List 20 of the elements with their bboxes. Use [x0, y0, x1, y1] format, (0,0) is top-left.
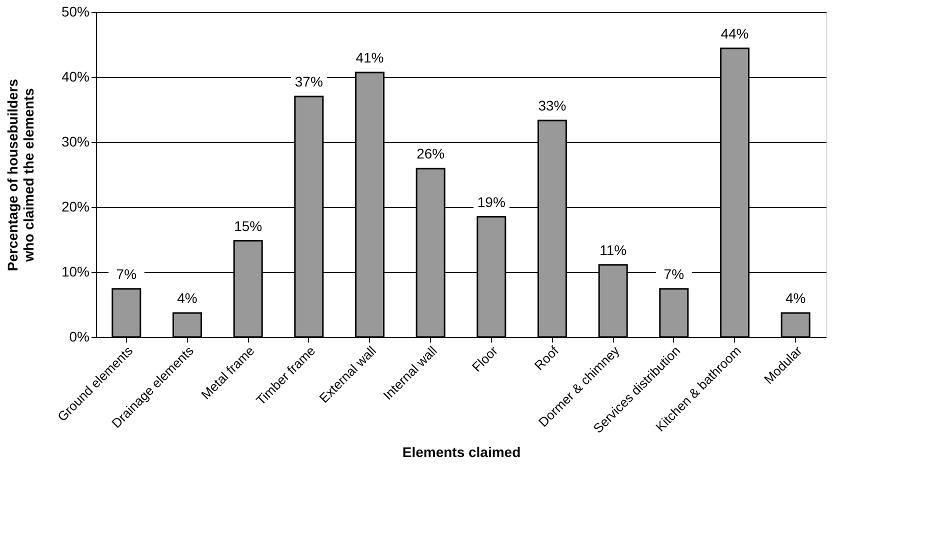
y-tick-label: 10%	[61, 264, 90, 280]
y-tick-label: 40%	[61, 68, 90, 84]
y-axis-title: Percentage of housebuilders who claimed the elements	[4, 78, 36, 272]
data-label: 11%	[600, 242, 627, 258]
y-tick-label: 0%	[69, 328, 90, 344]
data-label: 33%	[538, 98, 566, 114]
data-label: 19%	[477, 194, 506, 210]
data-label: 7%	[116, 266, 137, 282]
y-tick-label: 20%	[61, 198, 90, 214]
data-label: 15%	[234, 218, 262, 234]
data-label: 37%	[294, 74, 323, 90]
data-label: 44%	[720, 25, 749, 42]
data-label: 41%	[356, 49, 384, 66]
data-label: 26%	[416, 146, 445, 162]
y-tick-label: 30%	[61, 134, 90, 150]
data-label: 4%	[177, 290, 198, 306]
data-label: 4%	[785, 290, 806, 306]
data-label: 7%	[664, 266, 684, 282]
y-tick-label: 50%	[61, 4, 90, 20]
x-axis-title: Elements claimed	[402, 444, 521, 460]
